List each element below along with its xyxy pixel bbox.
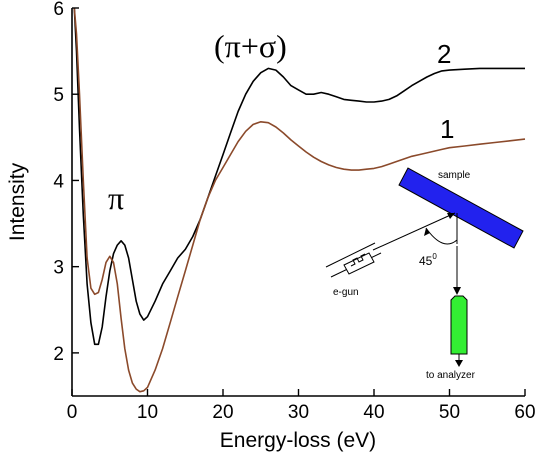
series-layer <box>73 7 526 393</box>
curve-1-label: 1 <box>440 114 454 144</box>
angle-label: 450 <box>419 252 437 268</box>
scattered-beam-arrow-icon <box>453 246 461 295</box>
x-tick-label: 40 <box>363 402 384 423</box>
y-tick-label: 5 <box>53 85 64 106</box>
x-tick-label: 60 <box>514 402 535 423</box>
sample-plate <box>398 167 524 249</box>
x-tick-label: 0 <box>67 402 78 423</box>
y-tick-label: 3 <box>53 258 64 279</box>
y-axis: 2 3 4 5 6 <box>53 0 79 396</box>
y-tick-label: 6 <box>53 0 64 20</box>
x-axis: 0 10 20 30 40 50 60 <box>67 389 536 423</box>
x-ticks: 0 10 20 30 40 50 60 <box>67 389 536 423</box>
angle-arrowhead-icon <box>424 228 430 236</box>
analyzer-detector <box>450 295 468 355</box>
angle-degree-superscript: 0 <box>432 252 437 261</box>
geometry-inset: sample e-gun 450 to analyzer <box>325 167 524 381</box>
y-tick-label: 4 <box>53 171 64 192</box>
analyzer-arrow-icon <box>455 354 463 367</box>
plot-area <box>73 7 526 393</box>
series-line-2 <box>73 7 525 346</box>
x-tick-label: 50 <box>439 402 460 423</box>
beam-arrow-icon <box>372 212 456 251</box>
e-gun-label: e-gun <box>333 287 359 298</box>
pi-peak-label: π <box>108 180 124 216</box>
x-tick-label: 30 <box>288 402 309 423</box>
angle-arc <box>425 227 458 245</box>
e-gun-icon <box>325 242 382 278</box>
sample-label: sample <box>438 170 471 181</box>
y-ticks: 2 3 4 5 6 <box>53 0 79 365</box>
curve-2-label: 2 <box>437 39 451 69</box>
x-tick-label: 10 <box>137 402 158 423</box>
y-axis-title: Intensity <box>6 162 29 241</box>
pi-sigma-peak-label: (π+σ) <box>214 28 287 64</box>
analyzer-label: to analyzer <box>426 370 476 381</box>
series-line-1 <box>73 7 526 393</box>
x-tick-label: 20 <box>212 402 233 423</box>
y-tick-label: 2 <box>53 344 64 365</box>
x-axis-title: Energy-loss (eV) <box>220 429 376 452</box>
